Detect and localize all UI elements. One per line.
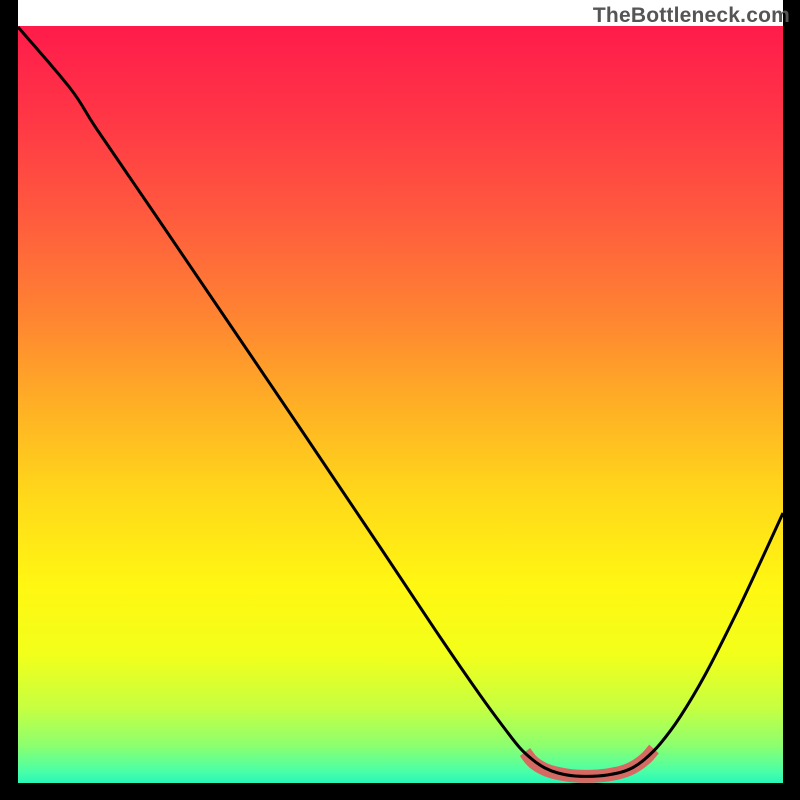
frame-right bbox=[783, 0, 800, 800]
chart-svg bbox=[0, 0, 800, 800]
frame-bottom bbox=[0, 783, 800, 800]
frame-left bbox=[0, 0, 18, 800]
watermark-text: TheBottleneck.com bbox=[593, 4, 790, 28]
plot-background-gradient bbox=[18, 26, 783, 783]
chart-wrap: TheBottleneck.com bbox=[0, 0, 800, 800]
